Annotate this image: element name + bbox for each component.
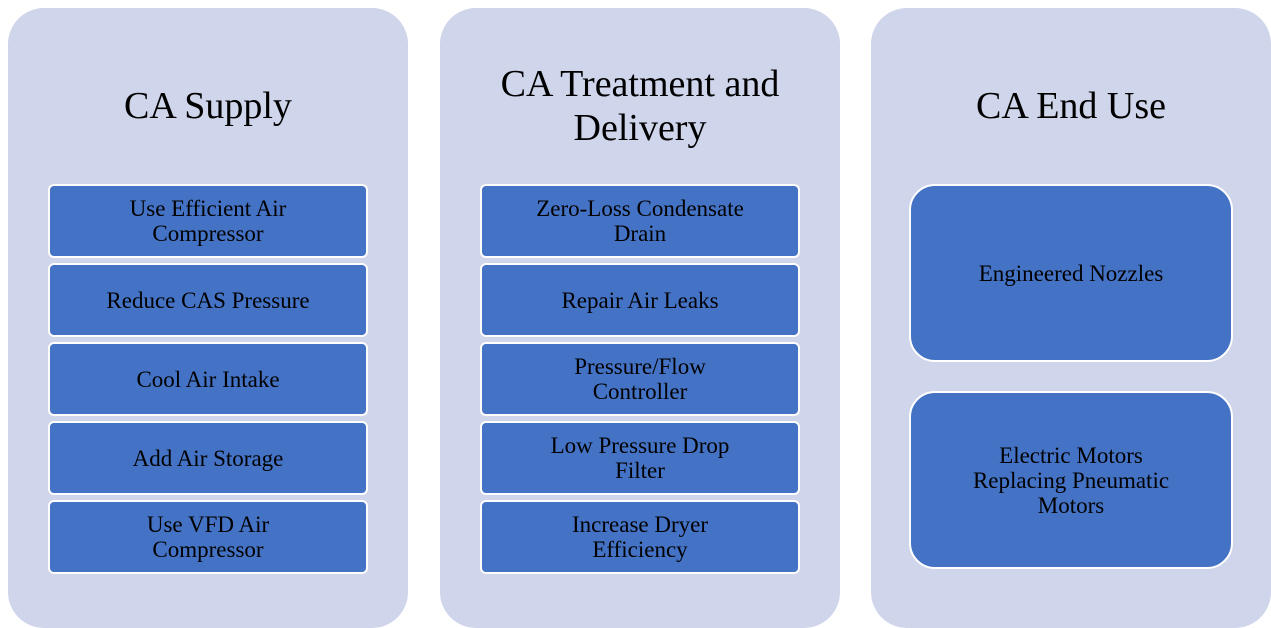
item-box: Increase Dryer Efficiency <box>480 500 800 574</box>
item-box: Engineered Nozzles <box>909 184 1233 362</box>
item-box: Electric Motors Replacing Pneumatic Moto… <box>909 391 1233 569</box>
page: CA Supply Use Efficient Air Compressor Red… <box>8 8 1271 628</box>
item-label: Low Pressure Drop Filter <box>550 433 730 483</box>
item-label: Use Efficient Air Compressor <box>129 196 287 246</box>
item-label: Repair Air Leaks <box>561 287 719 313</box>
column-title: CA Supply <box>124 85 292 127</box>
column-panel: CA Treatment and Delivery Zero-Loss Conde… <box>440 8 840 628</box>
item-label: Add Air Storage <box>132 445 284 471</box>
item-label: Engineered Nozzles <box>978 260 1164 286</box>
item-box: Reduce CAS Pressure <box>48 263 368 337</box>
item-box: Add Air Storage <box>48 421 368 495</box>
item-label: Cool Air Intake <box>136 366 280 392</box>
item-box: Zero-Loss Condensate Drain <box>480 184 800 258</box>
item-box: Use VFD Air Compressor <box>48 500 368 574</box>
item-label: Increase Dryer Efficiency <box>572 512 708 562</box>
item-box: Cool Air Intake <box>48 342 368 416</box>
item-label: Pressure/Flow Controller <box>574 354 706 404</box>
column-panel: CA Supply Use Efficient Air Compressor Red… <box>8 8 408 628</box>
item-label: Use VFD Air Compressor <box>146 512 270 562</box>
item-box: Low Pressure Drop Filter <box>480 421 800 495</box>
item-box: Repair Air Leaks <box>480 263 800 337</box>
item-box: Use Efficient Air Compressor <box>48 184 368 258</box>
item-label: Electric Motors Replacing Pneumatic Moto… <box>972 442 1170 518</box>
item-label: Zero-Loss Condensate Drain <box>536 196 744 246</box>
column-panel: CA End Use Engineered Nozzles Electric Mot… <box>871 8 1271 628</box>
column-title: CA End Use <box>976 85 1166 127</box>
item-box: Pressure/Flow Controller <box>480 342 800 416</box>
item-label: Reduce CAS Pressure <box>106 287 310 313</box>
column-title: CA Treatment and Delivery <box>500 63 780 149</box>
